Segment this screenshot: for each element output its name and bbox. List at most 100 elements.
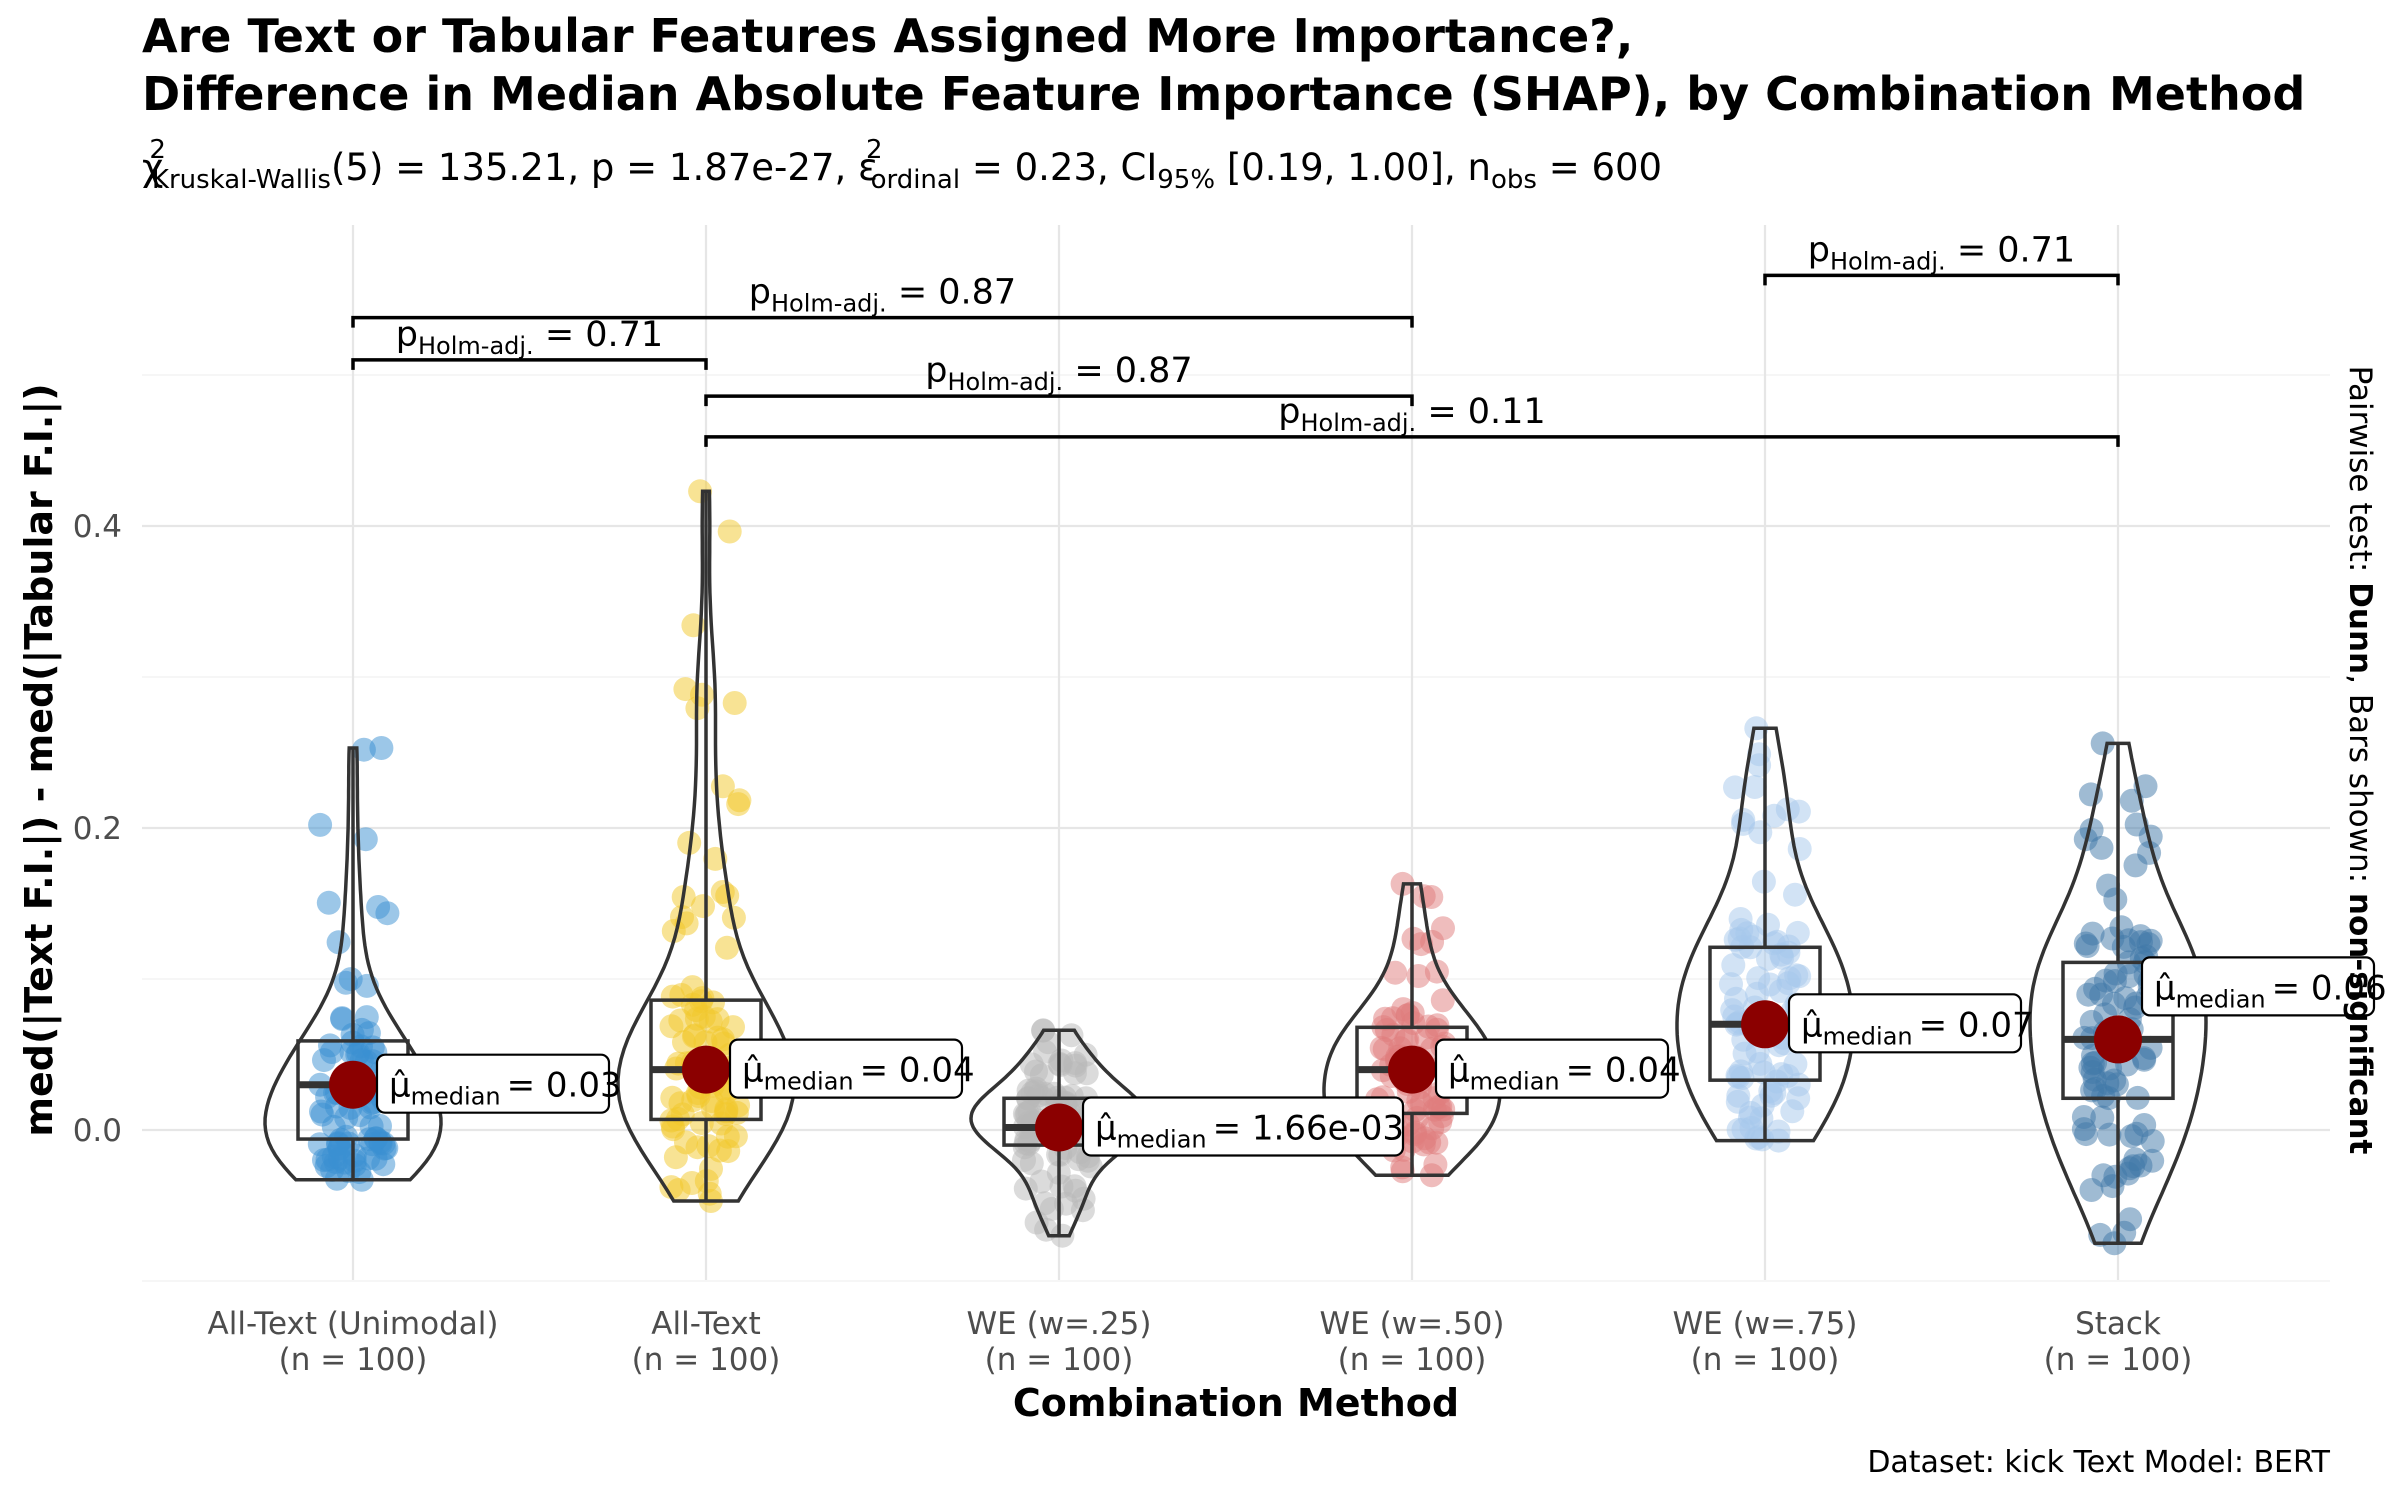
median-label: μ̂median = 0.04 [1434,1038,1681,1099]
median-subscript: median [1823,1022,1913,1050]
bracket-line [351,358,708,370]
pairwise-bracket: pHolm-adj. = 0.71 [351,315,708,370]
bracket-label-value: = 0.71 [1946,230,2076,270]
data-point [659,1175,684,1200]
median-value: = 0.04 [1566,1051,1681,1091]
bracket-label: pHolm-adj. = 0.87 [749,273,1016,318]
bracket-line [1763,273,2120,286]
data-point [1724,986,1748,1011]
data-point [1786,799,1811,824]
data-point [2075,934,2100,958]
data-point [338,967,363,992]
data-point [2089,835,2114,860]
x-axis-ticks: All-Text (Unimodal)(n = 100)All-Text(n =… [208,1306,2193,1378]
median-label: μ̂median = 0.07 [1787,993,2034,1054]
side-label-part3: , Bars shown: [2342,674,2378,893]
side-label: Pairwise test: Dunn, Bars shown: non-sig… [2342,366,2378,1155]
median-label: μ̂median = 0.04 [728,1038,975,1099]
data-point [359,1114,384,1139]
data-point [1390,1155,1415,1180]
pairwise-bracket: pHolm-adj. = 0.71 [1763,230,2120,286]
median-label-text: μ̂median = 0.07 [1801,1005,2034,1050]
x-tick-label: All-Text [651,1306,760,1342]
data-point [2103,887,2128,912]
median-label-box [728,1038,964,1099]
y-tick-label: 0.0 [73,1113,122,1149]
median-point [1741,1000,1789,1049]
side-label-part4: non-significant [2342,893,2378,1155]
violin-outline [969,1028,1149,1238]
median-label: μ̂median = 1.66e-03 [1081,1096,1405,1157]
median-symbol: μ̂ [1095,1108,1117,1148]
data-point [2136,932,2161,957]
bracket-label: pHolm-adj. = 0.71 [1808,230,2075,275]
violin-outline [616,489,796,1203]
median-symbol: μ̂ [1801,1005,1823,1045]
data-point [2117,1156,2142,1181]
median-label: μ̂median = 0.03 [375,1053,622,1114]
bracket-line [704,435,2120,447]
median-label-text: μ̂median = 0.04 [742,1051,975,1096]
x-tick-count: (n = 100) [2044,1342,2193,1378]
median-label-box [1434,1038,1670,1099]
data-point [2080,1078,2105,1103]
data-point [330,1006,355,1031]
data-point [1742,775,1767,799]
data-point [1430,988,1455,1013]
x-tick-count: (n = 100) [632,1342,781,1378]
subtitle-effect: = 0.23, CI [960,146,1157,189]
data-point [1029,1169,1054,1194]
median-subscript: median [2176,985,2266,1013]
data-point [2090,1105,2115,1130]
median-label: μ̂median = 0.06 [2140,956,2387,1017]
data-point [1775,1063,1800,1088]
median-symbol: μ̂ [1448,1051,1470,1091]
data-point [1424,1017,1449,1042]
data-point [668,1008,693,1033]
median-subscript: median [411,1083,501,1111]
data-point [699,1156,723,1181]
median-label-box [1081,1096,1405,1157]
data-point [316,890,341,915]
bracket-label-prefix: p [925,351,947,391]
x-tick-label: WE (w=.25) [967,1306,1152,1342]
data-point [1721,953,1746,978]
bracket-label-prefix: p [396,315,418,355]
data-point [727,788,752,813]
data-point [310,1102,335,1127]
bracket-label: pHolm-adj. = 0.11 [1278,392,1545,437]
median-point [329,1060,377,1109]
median-value: = 0.07 [1919,1005,2034,1045]
bracket-line [351,315,1414,328]
subtitle-chi-sub: Kruskal-Wallis [152,165,331,195]
median-point [1035,1103,1083,1152]
data-point [1019,1052,1044,1077]
data-point [312,1148,336,1173]
median-symbol: μ̂ [2154,968,2176,1008]
data-point [672,1030,696,1055]
bracket-label-sub: Holm-adj. [418,332,534,360]
bracket-label-prefix: p [1808,230,1830,270]
data-point [1059,1023,1084,1048]
bracket-label-sub: Holm-adj. [948,368,1064,396]
data-point [2090,731,2115,756]
median-subscript: median [764,1068,854,1096]
median-label-box [375,1053,611,1114]
bracket-label: pHolm-adj. = 0.87 [925,351,1192,396]
subtitle-chi: χ [142,146,163,189]
data-point [354,1005,379,1030]
x-tick-label: All-Text (Unimodal) [208,1306,499,1342]
data-point [2071,1117,2096,1142]
data-point [1731,807,1756,832]
data-point [715,935,739,960]
data-point [2113,986,2138,1011]
y-tick-label: 0.2 [73,811,122,847]
median-symbol: μ̂ [389,1066,411,1106]
data-point [2140,1129,2165,1154]
median-label-text: μ̂median = 0.06 [2154,968,2387,1013]
data-point [1078,1154,1103,1179]
y-tick-label: 0.4 [73,509,122,545]
x-tick-count: (n = 100) [279,1342,428,1378]
data-point [1780,1099,1805,1124]
